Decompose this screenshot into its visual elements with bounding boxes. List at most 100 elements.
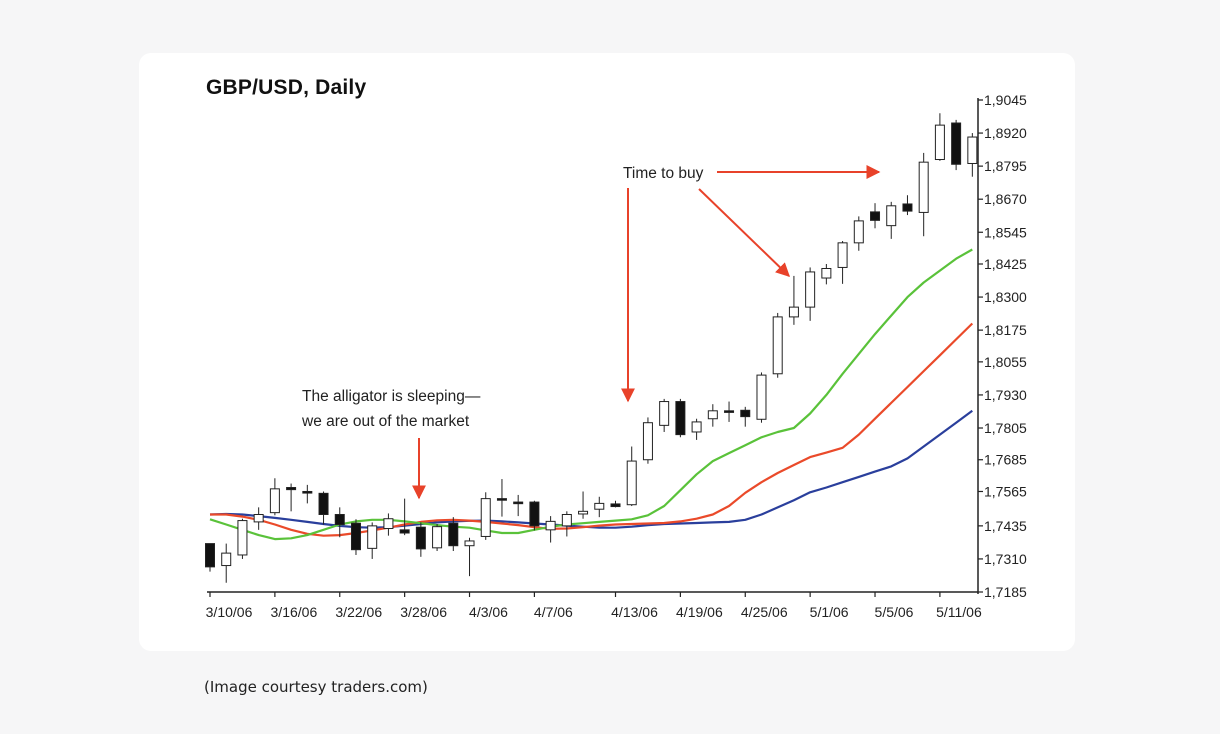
candle-body-down [610,503,621,508]
annotation-sleeping: The alligator is sleeping— we are out of… [301,388,481,500]
alligator-line-1 [210,322,974,537]
candle [545,516,556,543]
y-tick-label: 1,7310 [984,551,1027,567]
candle [561,511,572,537]
y-tick-label: 1,8300 [984,289,1027,305]
candle [448,517,459,551]
candle-body-down [513,501,524,505]
x-tick-label: 4/3/06 [469,604,508,620]
y-tick-label: 1,8920 [984,125,1027,141]
candle-body-up [480,498,491,537]
candle [399,498,410,536]
candle-body-down [951,122,962,165]
annotation-buy-label: Time to buy [623,165,704,182]
x-tick-label: 4/19/06 [676,604,723,620]
candles [205,113,978,583]
candle [350,519,361,555]
candle [221,543,232,583]
candle-body-down [318,492,329,515]
alligator-line-2 [209,248,973,541]
candle-body-up [805,271,816,308]
candle [837,240,848,284]
candle [513,494,524,517]
candle [691,418,702,440]
y-tick-label: 1,8055 [984,354,1027,370]
candle-body-up [691,421,702,433]
y-tick-label: 1,7435 [984,518,1027,534]
y-tick-label: 1,8670 [984,191,1027,207]
candlestick-chart: 1,9045 1,8920 1,8795 1,8670 1,8545 1,8425 1,83… [205,92,1027,620]
candle-body-up [886,205,897,227]
y-axis: 1,9045 1,8920 1,8795 1,8670 1,8545 1,8425 1,83… [977,92,1027,600]
candle [367,522,378,559]
candle-body-up [918,161,929,213]
candle-body-up [221,552,232,567]
candle-body-up [707,410,718,420]
x-tick-label: 3/22/06 [335,604,382,620]
candle [675,398,686,438]
x-tick-label: 4/7/06 [534,604,573,620]
x-axis: 3/10/06 3/16/06 3/22/06 3/28/06 4/3/06 4/7/06… [206,591,982,620]
candle-body-up [464,540,475,547]
candle [594,496,605,518]
candle [578,491,589,519]
candle [967,133,978,177]
chart-title: GBP/USD, Daily [206,76,367,99]
candle [772,312,783,378]
candle [237,518,248,559]
candle [934,113,945,161]
candle [610,500,621,508]
candle-body-up [269,488,280,514]
candle [853,216,864,251]
y-tick-label: 1,7685 [984,452,1027,468]
candle [383,513,394,536]
y-tick-label: 1,8795 [984,158,1027,174]
candle-body-down [334,513,345,526]
candle-body-up [934,124,945,161]
chart-card: GBP/USD, Daily 1,9045 1,8920 1,8795 1,8670 1… [139,53,1075,651]
candle [870,203,881,229]
candle-body-down [902,203,913,212]
annotation-buy-arrow-diagonal [698,188,791,277]
candle [302,484,313,504]
candle [432,524,443,551]
candle [918,152,929,237]
candle [740,406,751,427]
candle [334,507,345,538]
x-tick-label: 3/16/06 [271,604,318,620]
y-tick-label: 1,7805 [984,420,1027,436]
candle-body-down [870,211,881,221]
candle [318,491,329,525]
candle-body-down [724,410,735,413]
candle [286,483,297,512]
candle [269,478,280,516]
candle-body-up [821,267,832,279]
candle-body-up [561,513,572,527]
candle-body-down [529,501,540,527]
candle [821,264,832,285]
candle [659,398,670,432]
candle [642,417,653,464]
candle-body-up [772,316,783,375]
candle [788,275,799,325]
annotation-buy: Time to buy [621,165,881,403]
candle [951,119,962,171]
candle-body-up [659,401,670,426]
candle [756,372,767,423]
candle [415,522,426,557]
annotation-sleeping-line2: we are out of the market [301,413,470,430]
candle [805,267,816,321]
y-tick-label: 1,8425 [984,256,1027,272]
y-tick-label: 1,7930 [984,387,1027,403]
candle [464,537,475,577]
x-tick-label: 3/10/06 [206,604,253,620]
candle-body-down [448,522,459,547]
image-caption: (Image courtesy traders.com) [204,678,428,696]
candle-body-down [496,498,507,501]
candle-body-down [205,543,215,568]
annotation-sleeping-line1: The alligator is sleeping— [302,388,481,405]
alligator-lines [209,248,974,541]
candle-body-up [788,306,799,318]
candle [253,507,264,530]
candle-body-up [626,460,637,506]
